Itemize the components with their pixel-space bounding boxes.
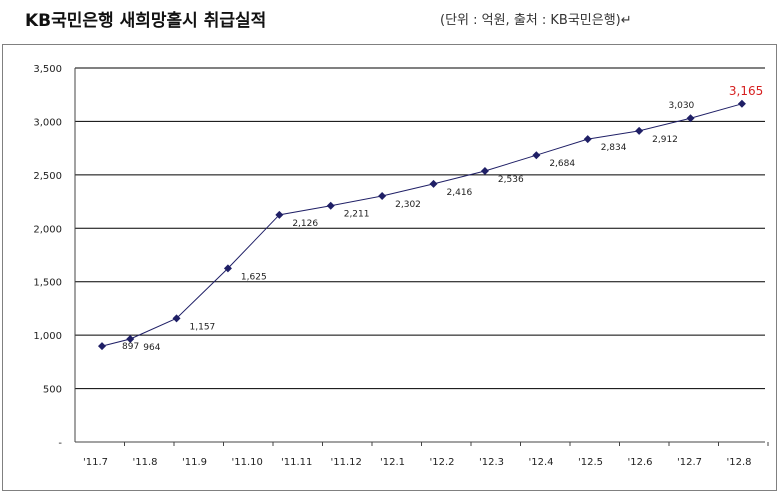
data-point [635,126,644,135]
x-tick-label: '12.2 [430,457,455,468]
data-label: 3,030 [669,101,695,111]
y-axis-ticks: - 500 1,000 1,500 2,000 2,500 3,000 3,500 [33,64,62,449]
chart-title: KB국민은행 새희망홀시 취급실적 [25,11,267,31]
data-point [126,334,135,343]
data-points [98,99,746,351]
data-label: 897 [122,342,139,352]
data-point [275,210,284,219]
data-label: 2,912 [652,135,678,145]
data-label: 2,302 [395,200,421,210]
x-tick-label: '12.6 [628,457,653,468]
data-labels: 897 964 1,157 1,625 2,126 2,211 2,302 2,416 2,53… [122,84,763,353]
y-tick-label: - [58,438,62,449]
x-tick-label: '12.3 [479,457,504,468]
data-label: 2,834 [601,143,627,153]
data-point [532,151,541,160]
series-line [101,103,743,347]
y-tick-label: 3,000 [33,117,62,128]
y-tick-label: 1,000 [33,331,62,342]
x-tick-label: '12.8 [727,457,752,468]
x-tick-label: '11.7 [83,457,108,468]
y-tick-label: 1,500 [33,278,62,289]
data-label: 1,157 [190,322,216,332]
gridlines [74,67,765,443]
data-label: 2,211 [344,210,370,220]
data-label: 2,684 [549,159,575,169]
chart-frame [2,44,777,491]
data-point [686,114,695,123]
x-tick-label: '12.4 [529,457,554,468]
data-label: 2,416 [447,188,473,198]
data-point [429,179,438,188]
x-tick-label: '11.10 [232,457,263,468]
data-point [378,192,387,201]
x-tick-label: '12.5 [578,457,603,468]
data-point [98,342,106,351]
y-tick-label: 3,500 [33,64,62,75]
data-point [172,314,181,323]
y-tick-label: 2,000 [33,224,62,235]
data-label: 2,536 [498,175,524,185]
data-label: 2,126 [292,219,318,229]
data-point [480,167,489,176]
x-tick-label: '11.12 [331,457,362,468]
data-label: 1,625 [241,272,267,282]
y-tick-label: 500 [43,385,62,396]
x-axis-ticks: '11.7 '11.8 '11.9 '11.10 '11.11 '11.12 '12.1 '1… [83,442,769,468]
data-point [223,264,232,273]
data-point [737,99,746,108]
data-point [326,201,335,210]
x-tick-label: '12.7 [677,457,702,468]
data-point [583,135,592,144]
unit-source-note: (단위 : 억원, 출처 : KB국민은행)↵ [440,13,632,28]
data-label-highlight: 3,165 [729,84,763,98]
x-tick-label: '11.8 [133,457,158,468]
y-tick-label: 2,500 [33,171,62,182]
x-tick-label: '11.9 [182,457,207,468]
x-tick-label: '11.11 [281,457,312,468]
x-tick-label: '12.1 [380,457,405,468]
data-label: 964 [143,343,160,353]
